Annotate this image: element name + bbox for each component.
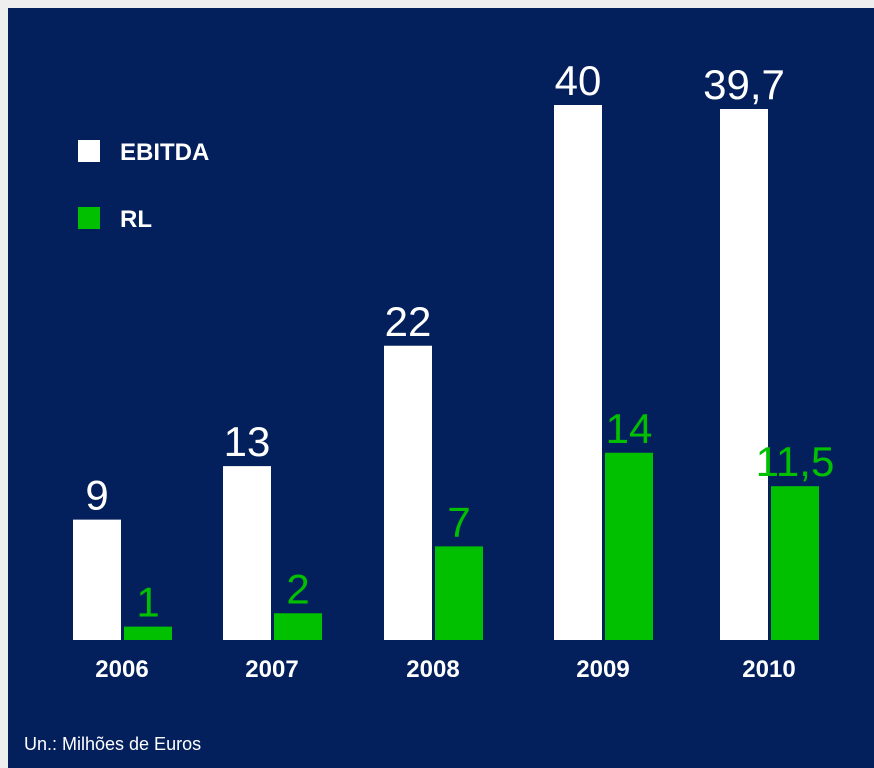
legend-label: EBITDA — [120, 139, 209, 166]
x-tick-label: 2007 — [245, 656, 298, 683]
value-label: 1 — [136, 579, 159, 626]
value-label: 7 — [447, 498, 470, 545]
note: Un.: Milhões de Euros — [24, 734, 201, 754]
bar — [274, 613, 322, 640]
value-label: 9 — [85, 472, 108, 519]
bar — [73, 519, 121, 640]
bar — [435, 546, 483, 640]
x-tick-label: 2006 — [95, 656, 148, 683]
bar — [223, 466, 271, 640]
value-label: 2 — [286, 565, 309, 612]
value-label: 40 — [555, 57, 602, 104]
legend-swatch — [78, 207, 100, 229]
bar — [720, 109, 768, 640]
legend-swatch — [78, 140, 100, 162]
value-label: 13 — [224, 418, 271, 465]
legend-label: RL — [120, 206, 152, 233]
x-tick-label: 2009 — [576, 656, 629, 683]
value-label: 14 — [606, 405, 653, 452]
value-label: 11,5 — [756, 438, 835, 485]
bar — [554, 105, 602, 640]
x-tick-label: 2008 — [406, 656, 459, 683]
bar — [124, 626, 172, 640]
bar — [605, 452, 653, 640]
bar — [384, 345, 432, 640]
value-label: 39,7 — [703, 61, 785, 108]
value-label: 22 — [385, 298, 432, 345]
bar — [771, 486, 819, 640]
x-tick-label: 2010 — [742, 656, 795, 683]
